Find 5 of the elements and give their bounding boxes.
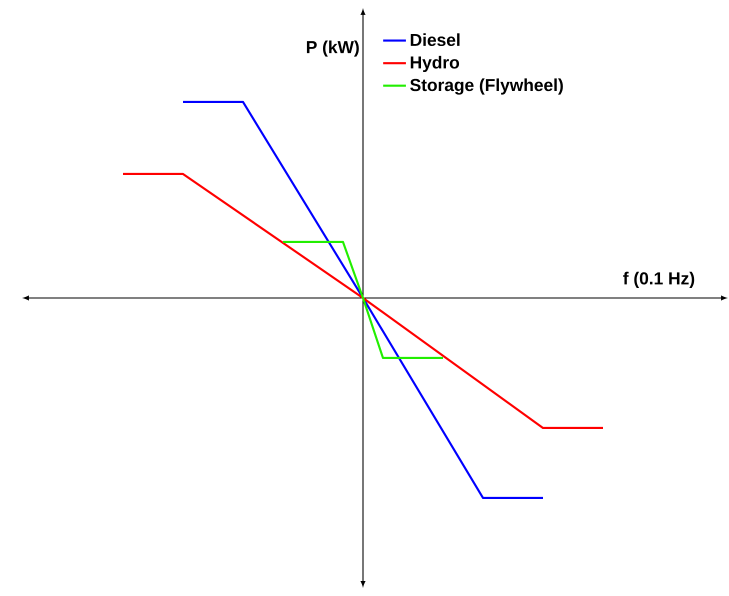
- legend-label: Storage (Flywheel): [410, 78, 563, 95]
- legend-label: Hydro: [410, 56, 460, 72]
- x-axis-title: f (0.1 Hz): [623, 272, 694, 288]
- legend-label: Diesel: [410, 33, 460, 46]
- y-axis-title: P (kW): [306, 40, 359, 57]
